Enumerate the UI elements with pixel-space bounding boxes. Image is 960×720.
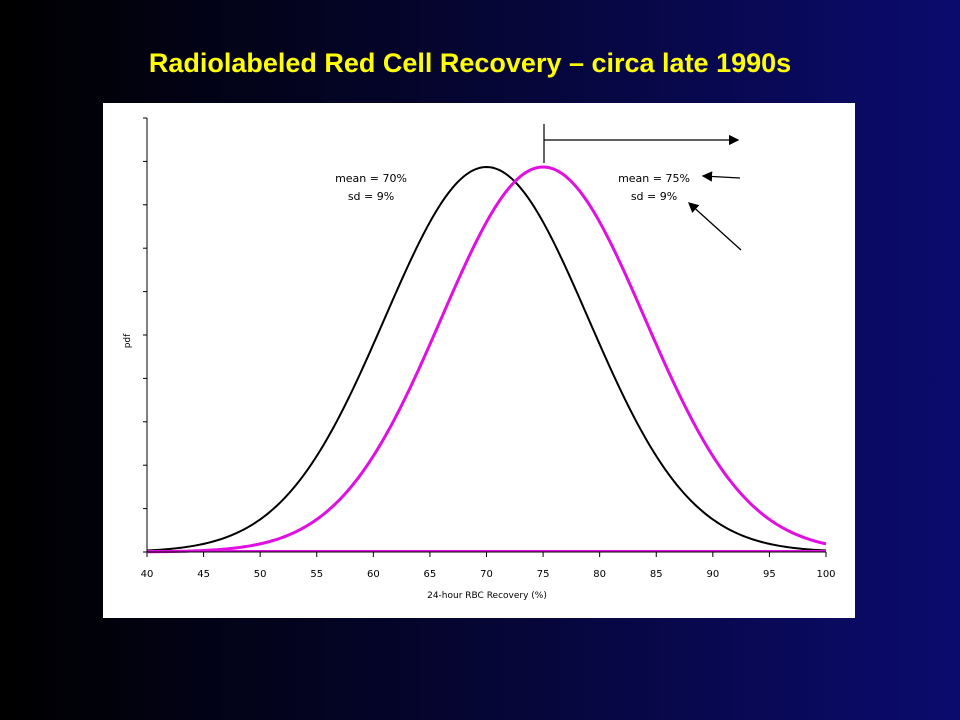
x-tick-label: 65 — [424, 569, 437, 580]
x-tick-label: 75 — [537, 569, 550, 580]
annotation-mean-75: mean = 75% — [618, 172, 690, 185]
x-tick-label: 60 — [367, 569, 380, 580]
x-tick-label: 45 — [197, 569, 210, 580]
x-tick-label: 40 — [141, 569, 154, 580]
label-min: min — [746, 161, 789, 188]
x-tick-label: 95 — [763, 569, 776, 580]
slide-title: Radiolabeled Red Cell Recovery – circa l… — [148, 48, 792, 78]
x-tick-label: 50 — [254, 569, 267, 580]
x-tick-label: 85 — [650, 569, 663, 580]
x-tick-label: 100 — [816, 569, 835, 580]
x-tick-label: 55 — [310, 569, 323, 580]
plot-panel: 40 45 50 55 60 65 70 75 80 85 90 95 100 pdf 24-hour … — [103, 103, 855, 618]
label-max: max — [746, 240, 801, 270]
label-ok: OK — [750, 120, 795, 153]
x-tick-label: 80 — [593, 569, 606, 580]
x-tick-label: 70 — [480, 569, 493, 580]
curve-mean-70 — [146, 165, 827, 552]
y-axis-title: pdf — [123, 333, 133, 348]
label-ampersand: & — [748, 199, 767, 229]
annotation-mean-70: mean = 70% — [335, 172, 407, 185]
x-tick-label: 90 — [706, 569, 719, 580]
curve-mean-75 — [146, 165, 827, 554]
annotation-sd-75: sd = 9% — [631, 190, 677, 203]
pdf-chart: 40 45 50 55 60 65 70 75 80 85 90 95 100 pdf 24-hour … — [123, 117, 836, 601]
x-axis-title: 24-hour RBC Recovery (%) — [427, 591, 547, 601]
annotation-sd-70: sd = 9% — [348, 190, 394, 203]
